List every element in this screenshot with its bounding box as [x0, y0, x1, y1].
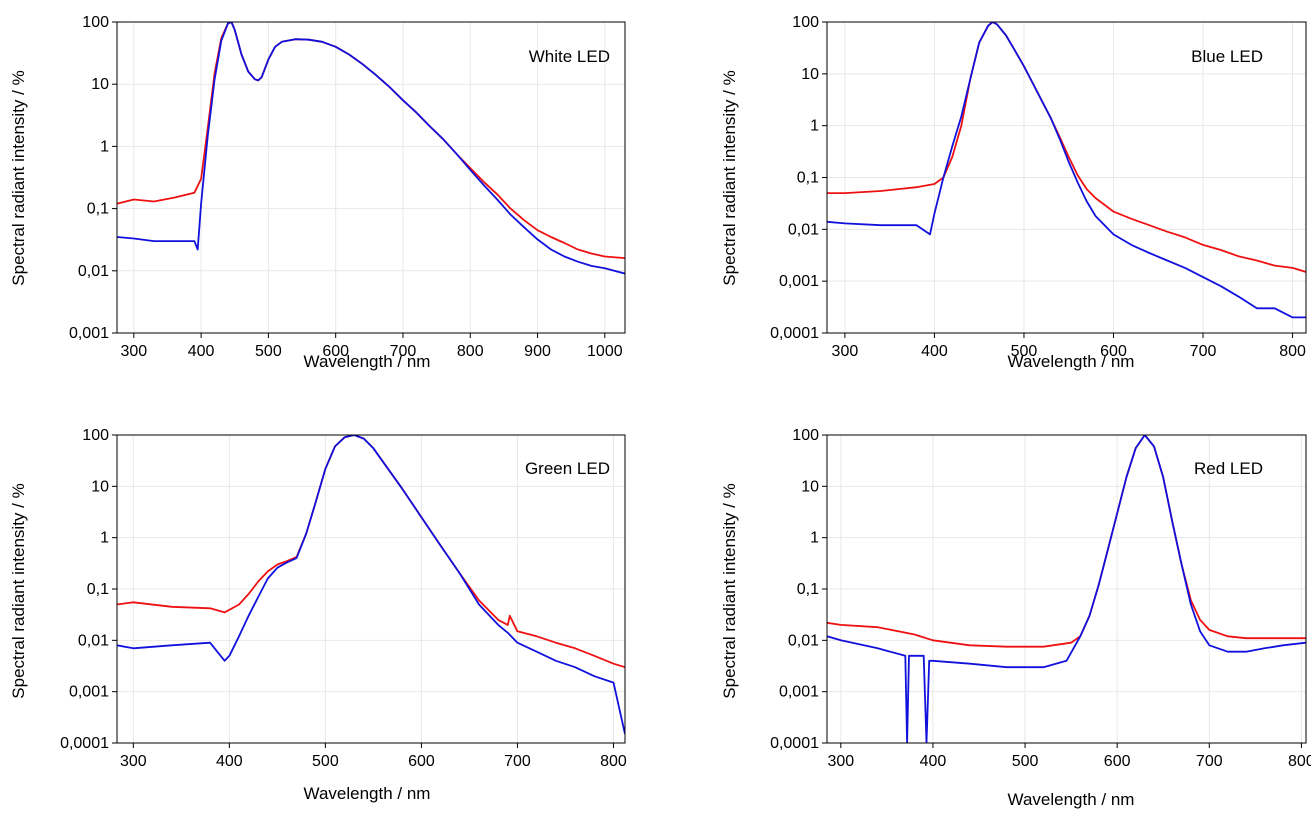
y-tick-label: 0,0001 [770, 325, 819, 342]
x-tick-label: 700 [1190, 343, 1217, 360]
chart-title: Red LED [1194, 459, 1263, 478]
x-tick-label: 400 [216, 753, 243, 770]
y-tick-label: 0,001 [69, 325, 109, 342]
x-tick-label: 700 [390, 343, 417, 360]
grid [822, 434, 1306, 748]
x-tick-label: 300 [827, 753, 854, 770]
x-tick-labels: 300 400 500 600 700 800 [827, 753, 1311, 770]
x-tick-label: 500 [255, 343, 282, 360]
x-axis-label: Wavelength / nm [304, 352, 431, 371]
y-tick-label: 10 [91, 76, 109, 93]
x-tick-label: 900 [524, 343, 551, 360]
y-tick-label: 10 [801, 66, 819, 83]
x-tick-label: 500 [312, 753, 339, 770]
chart-white-led: 300 400 500 600 700 800 900 1000 0,001 0,01 0,1 1 1… [9, 14, 626, 371]
series-blue-line [117, 22, 625, 275]
y-tick-labels: 0,0001 0,001 0,01 0,1 1 10 100 [770, 14, 819, 342]
chart-title: White LED [529, 47, 610, 66]
y-tick-label: 0,1 [797, 581, 819, 598]
x-axis-label: Wavelength / nm [304, 784, 431, 803]
chart-title: Blue LED [1191, 47, 1263, 66]
y-tick-labels: 0,0001 0,001 0,01 0,1 1 10 100 [770, 427, 819, 752]
y-tick-label: 0,001 [779, 273, 819, 290]
y-tick-label: 1 [810, 530, 819, 547]
x-tick-label: 300 [120, 343, 147, 360]
x-tick-label: 800 [1279, 343, 1306, 360]
y-tick-label: 0,001 [69, 684, 109, 701]
series-blue-line [117, 435, 625, 735]
x-tick-label: 600 [322, 343, 349, 360]
x-tick-label: 700 [504, 753, 531, 770]
y-axis-label: Spectral radiant intensity / % [9, 70, 28, 285]
plot-frame [116, 434, 626, 744]
x-tick-label: 300 [120, 753, 147, 770]
x-tick-label: 400 [920, 753, 947, 770]
x-tick-label: 800 [600, 753, 627, 770]
y-tick-label: 100 [792, 14, 819, 31]
y-axis-label: Spectral radiant intensity / % [720, 483, 739, 698]
y-tick-label: 1 [810, 118, 819, 135]
y-axis-label: Spectral radiant intensity / % [9, 483, 28, 698]
y-tick-label: 0,01 [788, 221, 819, 238]
y-axis-label: Spectral radiant intensity / % [720, 70, 739, 285]
x-tick-label: 800 [457, 343, 484, 360]
series-layer [827, 22, 1306, 319]
x-tick-label: 700 [1196, 753, 1223, 770]
chart-blue-led: 300 400 500 600 700 800 0,0001 0,001 0,01 0,1 1 10… [720, 14, 1307, 371]
y-tick-label: 0,001 [779, 684, 819, 701]
y-tick-labels: 0,0001 0,001 0,01 0,1 1 10 100 [60, 427, 109, 752]
series-layer [117, 22, 625, 275]
y-tick-label: 100 [82, 14, 109, 31]
series-blue-line [827, 435, 1306, 743]
y-tick-labels: 0,001 0,01 0,1 1 10 100 [69, 14, 109, 342]
grid [112, 434, 625, 748]
series-layer [827, 435, 1306, 743]
y-tick-label: 0,01 [78, 263, 109, 280]
x-tick-label: 600 [1100, 343, 1127, 360]
grid [822, 21, 1306, 338]
chart-title: Green LED [525, 459, 610, 478]
x-tick-labels: 300 400 500 600 700 800 [832, 343, 1306, 360]
y-tick-label: 0,0001 [60, 735, 109, 752]
chart-red-led: 300 400 500 600 700 800 0,0001 0,001 0,01 0,1 1 10… [720, 427, 1311, 809]
chart-green-led: 300 400 500 600 700 800 0,0001 0,001 0,01 0,1 1 10… [9, 427, 627, 803]
x-tick-label: 600 [1104, 753, 1131, 770]
series-blue-line [827, 22, 1306, 319]
x-tick-label: 400 [921, 343, 948, 360]
y-tick-label: 0,0001 [770, 735, 819, 752]
plot-frame [826, 21, 1307, 334]
y-tick-label: 1 [100, 138, 109, 155]
x-axis-label: Wavelength / nm [1008, 352, 1135, 371]
plot-frame [826, 434, 1307, 744]
y-tick-label: 10 [91, 478, 109, 495]
y-tick-label: 10 [801, 478, 819, 495]
y-tick-label: 0,1 [797, 170, 819, 187]
x-tick-label: 400 [188, 343, 215, 360]
x-tick-label: 500 [1012, 753, 1039, 770]
x-tick-labels: 300 400 500 600 700 800 [120, 753, 627, 770]
series-layer [117, 435, 625, 735]
x-tick-label: 1000 [587, 343, 623, 360]
x-axis-label: Wavelength / nm [1008, 790, 1135, 809]
x-tick-label: 800 [1288, 753, 1311, 770]
y-tick-label: 0,01 [78, 632, 109, 649]
x-tick-label: 300 [832, 343, 859, 360]
x-tick-label: 600 [408, 753, 435, 770]
x-tick-label: 500 [1011, 343, 1038, 360]
y-tick-label: 1 [100, 530, 109, 547]
y-tick-label: 0,1 [87, 581, 109, 598]
y-tick-label: 100 [82, 427, 109, 444]
y-tick-label: 0,01 [788, 632, 819, 649]
x-tick-labels: 300 400 500 600 700 800 900 1000 [120, 343, 622, 360]
y-tick-label: 0,1 [87, 201, 109, 218]
y-tick-label: 100 [792, 427, 819, 444]
plot-frame [116, 21, 626, 334]
